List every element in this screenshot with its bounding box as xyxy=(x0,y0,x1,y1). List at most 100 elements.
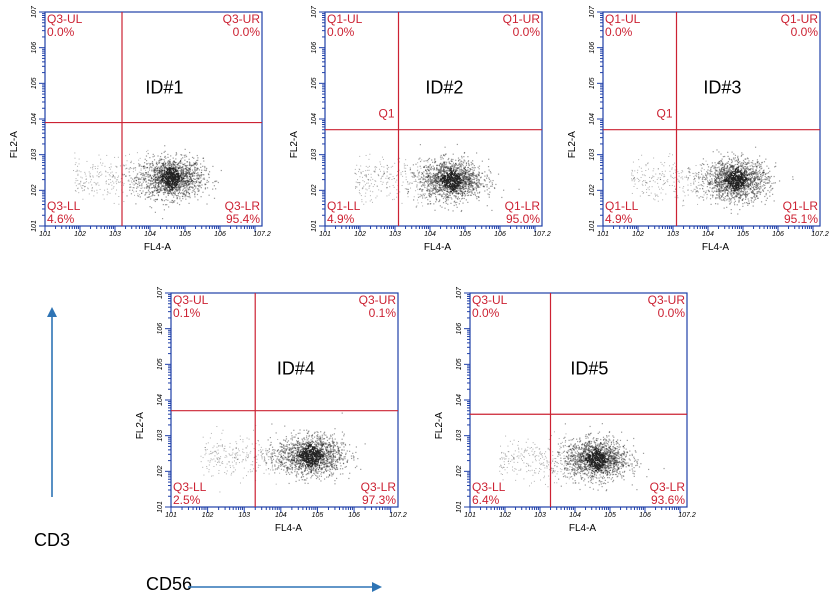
scatter-point xyxy=(467,161,469,163)
scatter-point xyxy=(162,162,165,165)
scatter-point xyxy=(169,190,171,192)
scatter-point xyxy=(179,181,181,183)
scatter-point xyxy=(185,180,187,182)
scatter-point xyxy=(455,181,457,183)
scatter-point xyxy=(197,157,199,159)
scatter-point xyxy=(173,192,175,194)
scatter-point xyxy=(117,181,119,183)
scatter-point xyxy=(435,188,437,191)
scatter-point xyxy=(362,187,364,189)
scatter-point xyxy=(475,175,477,177)
scatter-point xyxy=(137,178,140,180)
scatter-point xyxy=(438,190,440,193)
scatter-point xyxy=(186,176,188,178)
scatter-point xyxy=(721,168,723,170)
scatter-point xyxy=(159,189,161,191)
scatter-point xyxy=(174,164,176,167)
scatter-point xyxy=(113,202,115,204)
scatter-point xyxy=(434,181,436,183)
scatter-point xyxy=(115,181,117,183)
scatter-point xyxy=(403,163,405,165)
scatter-point xyxy=(168,187,171,189)
scatter-point xyxy=(444,197,447,199)
scatter-point xyxy=(423,166,425,169)
scatter-point xyxy=(359,176,361,178)
scatter-point xyxy=(185,175,187,177)
scatter-point xyxy=(730,169,732,172)
scatter-point xyxy=(467,178,469,180)
scatter-point xyxy=(152,156,154,158)
scatter-point xyxy=(172,202,174,204)
x-axis-label: FL4-A xyxy=(144,242,172,253)
scatter-point xyxy=(94,168,96,170)
scatter-point xyxy=(735,181,737,183)
scatter-point xyxy=(192,180,194,182)
scatter-point xyxy=(158,186,160,188)
scatter-point xyxy=(735,187,737,189)
scatter-point xyxy=(166,179,168,181)
scatter-point xyxy=(437,174,439,176)
scatter-point xyxy=(732,165,734,168)
scatter-point xyxy=(472,172,474,174)
scatter-point xyxy=(465,178,468,180)
scatter-point xyxy=(220,169,222,172)
scatter-point xyxy=(448,166,450,168)
scatter-point xyxy=(154,182,157,184)
scatter-point xyxy=(158,191,160,193)
scatter-point xyxy=(172,183,174,185)
scatter-point xyxy=(417,174,419,176)
scatter-point xyxy=(173,196,175,198)
scatter-point xyxy=(491,185,493,187)
scatter-point xyxy=(725,176,728,178)
scatter-point xyxy=(444,186,447,188)
scatter-point xyxy=(452,183,454,185)
scatter-point xyxy=(169,189,172,191)
scatter-point xyxy=(77,183,79,185)
scatter-point xyxy=(456,168,458,170)
y-tick-label: 107 xyxy=(31,5,38,18)
scatter-point xyxy=(147,174,149,176)
scatter-point xyxy=(471,190,473,193)
scatter-point xyxy=(740,167,742,170)
scatter-point xyxy=(764,178,766,180)
scatter-point xyxy=(157,155,159,157)
scatter-point xyxy=(744,171,746,173)
scatter-point xyxy=(173,160,175,162)
scatter-point xyxy=(134,182,136,184)
scatter-point xyxy=(724,182,726,184)
scatter-points xyxy=(354,143,520,213)
scatter-point xyxy=(738,185,740,187)
scatter-point xyxy=(724,169,726,171)
scatter-point xyxy=(195,161,197,163)
scatter-point xyxy=(470,185,472,187)
scatter-point xyxy=(431,176,433,178)
scatter-point xyxy=(177,192,179,194)
scatter-point xyxy=(743,170,746,172)
scatter-point xyxy=(133,167,135,169)
scatter-point xyxy=(176,202,179,204)
scatter-point xyxy=(716,186,719,188)
scatter-point xyxy=(429,168,431,170)
scatter-point xyxy=(467,177,469,179)
scatter-point xyxy=(458,167,460,169)
scatter-point xyxy=(183,178,185,180)
scatter-point xyxy=(743,185,745,188)
scatter-point xyxy=(161,173,163,175)
scatter-point xyxy=(433,188,436,190)
scatter-point xyxy=(407,191,409,193)
scatter-point xyxy=(174,183,176,186)
scatter-point xyxy=(747,161,749,164)
scatter-point xyxy=(449,179,451,181)
scatter-point xyxy=(718,177,720,179)
scatter-point xyxy=(354,172,356,174)
scatter-point xyxy=(194,172,196,175)
scatter-point xyxy=(174,170,176,172)
scatter-point xyxy=(182,166,184,168)
scatter-point xyxy=(156,198,158,201)
scatter-point xyxy=(459,159,461,161)
scatter-point xyxy=(169,169,171,171)
scatter-point xyxy=(192,181,194,183)
scatter-point xyxy=(726,186,728,188)
scatter-point xyxy=(181,183,183,185)
scatter-point xyxy=(132,178,134,180)
